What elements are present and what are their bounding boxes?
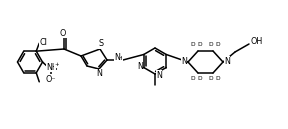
Text: Cl: Cl bbox=[39, 38, 47, 47]
Text: S: S bbox=[98, 39, 104, 49]
Text: D: D bbox=[209, 76, 213, 82]
Text: D: D bbox=[216, 75, 220, 80]
Text: D: D bbox=[216, 42, 220, 47]
Text: N: N bbox=[96, 70, 102, 79]
Text: D: D bbox=[191, 42, 195, 47]
Text: O⁻: O⁻ bbox=[46, 75, 56, 83]
Text: N: N bbox=[156, 71, 162, 79]
Text: H: H bbox=[118, 57, 122, 62]
Text: N: N bbox=[181, 57, 187, 66]
Text: +: + bbox=[55, 62, 59, 67]
Text: OH: OH bbox=[251, 38, 263, 46]
Text: N: N bbox=[114, 53, 120, 62]
Text: O: O bbox=[60, 29, 66, 38]
Text: D: D bbox=[198, 76, 202, 82]
Text: NH: NH bbox=[46, 62, 58, 71]
Text: D: D bbox=[191, 75, 195, 80]
Text: D: D bbox=[198, 42, 202, 46]
Text: N: N bbox=[137, 62, 143, 71]
Text: D: D bbox=[209, 42, 213, 46]
Text: N: N bbox=[224, 57, 230, 66]
